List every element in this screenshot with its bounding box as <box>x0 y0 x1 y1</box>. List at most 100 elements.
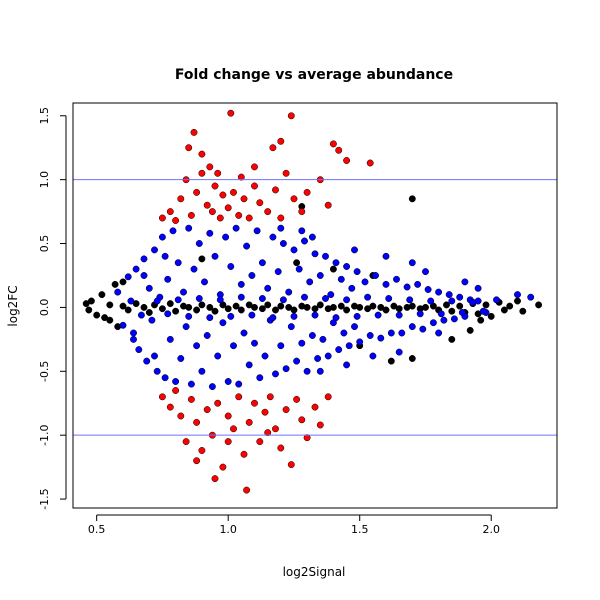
data-point <box>422 268 429 276</box>
data-point <box>119 321 127 329</box>
data-point <box>211 252 219 260</box>
data-point <box>369 352 377 360</box>
data-point <box>166 403 174 411</box>
data-point <box>456 302 464 310</box>
data-point <box>366 332 374 339</box>
data-point <box>295 265 303 273</box>
data-point <box>161 252 169 260</box>
data-point <box>377 334 385 342</box>
data-point <box>311 311 319 319</box>
data-point <box>282 365 290 373</box>
data-point <box>435 288 443 296</box>
data-point <box>345 342 353 350</box>
data-point <box>230 342 237 350</box>
data-point <box>329 265 337 273</box>
data-point <box>398 329 406 337</box>
data-point <box>193 457 201 465</box>
data-point <box>337 302 345 310</box>
data-point <box>306 278 314 286</box>
data-point <box>514 291 521 299</box>
data-point <box>303 434 311 442</box>
data-point <box>466 326 474 334</box>
data-point <box>351 323 358 331</box>
x-tick-label: 1.0 <box>219 523 237 536</box>
data-point <box>237 293 245 301</box>
y-tick-label: 1.5 <box>38 107 51 125</box>
data-point <box>337 275 345 283</box>
data-point <box>316 301 324 309</box>
data-point <box>427 297 435 305</box>
data-point <box>351 246 358 254</box>
data-point <box>158 214 166 222</box>
data-point <box>227 109 235 117</box>
data-point <box>166 300 174 308</box>
data-point <box>230 188 237 196</box>
data-point <box>235 393 243 401</box>
x-tick-label: 1.5 <box>351 523 369 536</box>
data-point <box>237 173 245 181</box>
data-point <box>356 303 364 311</box>
data-point <box>198 255 206 263</box>
data-point <box>316 421 324 429</box>
data-point <box>316 367 324 375</box>
data-point <box>301 293 308 301</box>
data-point <box>287 323 295 331</box>
data-point <box>137 311 145 319</box>
data-point <box>166 208 174 216</box>
data-point <box>224 204 232 212</box>
data-point <box>256 199 264 207</box>
data-point <box>256 374 264 382</box>
y-axis: -1.5 -1.0 -0.5 0.0 0.5 1.0 1.5 <box>38 107 67 510</box>
data-point <box>437 310 445 318</box>
data-point <box>140 255 148 263</box>
data-point <box>245 418 253 426</box>
data-point <box>340 329 348 337</box>
data-point <box>474 284 482 292</box>
data-point <box>93 311 101 319</box>
data-point <box>203 201 211 209</box>
data-point <box>458 309 466 316</box>
data-point <box>311 250 319 258</box>
data-point <box>245 214 253 222</box>
data-point <box>385 295 393 302</box>
data-point <box>435 329 443 337</box>
data-point <box>182 323 190 331</box>
data-point <box>500 306 508 314</box>
data-point <box>290 246 298 254</box>
data-point <box>274 268 282 276</box>
data-point <box>237 280 245 288</box>
data-point <box>264 429 272 437</box>
data-point <box>406 296 414 304</box>
data-point <box>224 412 232 420</box>
y-tick-label: -0.5 <box>38 361 51 382</box>
data-point <box>177 355 185 362</box>
data-point <box>269 314 277 322</box>
data-point <box>308 332 316 339</box>
data-point <box>211 182 219 190</box>
data-point <box>277 342 285 350</box>
reference-lines <box>73 179 557 436</box>
data-point <box>366 159 374 167</box>
data-point <box>172 217 180 224</box>
data-point <box>364 293 372 301</box>
data-point <box>130 329 137 337</box>
data-point <box>469 298 477 306</box>
data-point <box>185 303 193 311</box>
data-point <box>230 425 237 433</box>
data-point <box>153 367 161 375</box>
data-point <box>177 412 185 420</box>
data-point <box>248 311 256 319</box>
data-point <box>290 195 298 203</box>
data-point <box>206 229 214 237</box>
data-point <box>251 182 258 190</box>
data-point <box>290 306 298 314</box>
data-point <box>293 259 301 267</box>
data-point <box>232 302 240 310</box>
data-point <box>298 227 306 235</box>
data-point <box>343 361 351 369</box>
data-point <box>322 252 329 260</box>
data-point <box>301 237 308 245</box>
data-point <box>174 259 182 267</box>
data-point <box>227 312 235 320</box>
